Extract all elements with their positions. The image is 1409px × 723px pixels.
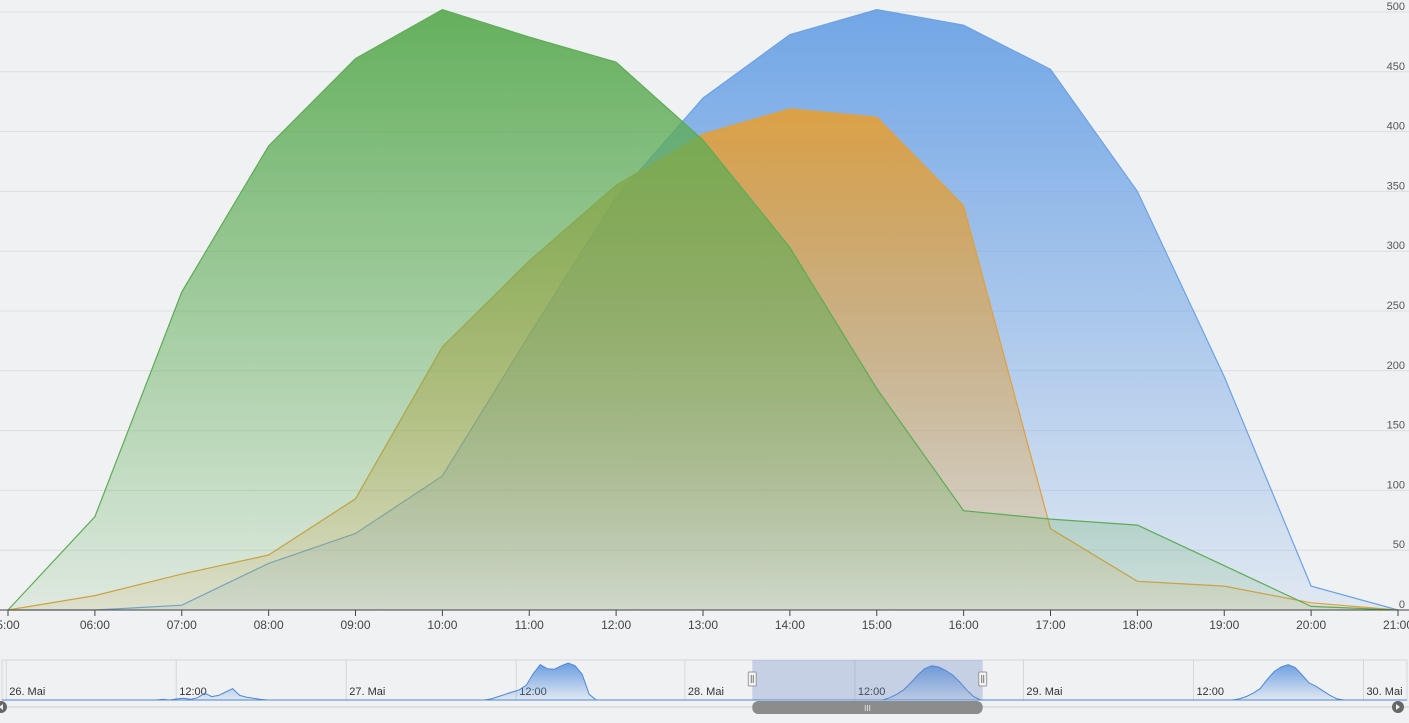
x-tick-label: 16:00 [949, 618, 979, 632]
y-axis: 0 50 100 150 200 250 300 350 400 450 500 [1387, 1, 1405, 611]
x-tick-label: 07:00 [167, 618, 197, 632]
y-tick-label: 500 [1387, 1, 1405, 13]
navigator-date-label: 28. Mai [688, 686, 724, 698]
x-tick-label: 18:00 [1122, 618, 1152, 632]
series-line [7, 8, 1399, 611]
y-tick-label: 50 [1393, 539, 1405, 551]
handle-box[interactable] [747, 671, 757, 687]
chevron-right-icon [1396, 704, 1400, 710]
x-tick-label: 5:00 [0, 618, 20, 632]
x-tick-label: 08:00 [254, 618, 284, 632]
x-tick-label: 10:00 [427, 618, 457, 632]
navigator-date-label: 26. Mai [9, 686, 45, 698]
navigator-date-label: 12:00 [1196, 686, 1224, 698]
x-tick-label: 14:00 [775, 618, 805, 632]
scroll-left-circle[interactable] [0, 701, 7, 713]
scroll-right-button[interactable] [1392, 701, 1404, 713]
x-tick-label: 11:00 [515, 618, 544, 632]
navigator-date-label: 12:00 [858, 686, 886, 698]
scroll-left-button[interactable] [0, 701, 7, 713]
scrollbar-grip: III [864, 704, 871, 713]
y-tick-label: 450 [1387, 61, 1405, 73]
x-tick-label: 13:00 [688, 618, 718, 632]
x-tick-label: 06:00 [80, 618, 110, 632]
navigator-selection[interactable] [752, 660, 983, 700]
navigator-left-handle[interactable] [747, 671, 757, 687]
y-tick-label: 0 [1399, 599, 1405, 611]
x-tick-label: 20:00 [1296, 618, 1326, 632]
handle-box[interactable] [978, 671, 988, 687]
navigator-date-label: 30. Mai [1366, 686, 1402, 698]
navigator[interactable]: 26. Mai 12:00 27. Mai 12:00 28. Mai 12:00 29. … [0, 659, 1409, 714]
x-tick-label: 15:00 [862, 618, 892, 632]
x-tick-label: 09:00 [340, 618, 370, 632]
navigator-date-label: 12:00 [179, 686, 207, 698]
x-tick-label: 12:00 [601, 618, 631, 632]
y-tick-label: 350 [1387, 180, 1405, 192]
y-tick-label: 150 [1387, 420, 1405, 432]
navigator-date-label: 29. Mai [1026, 686, 1062, 698]
y-tick-label: 400 [1387, 121, 1405, 133]
navigator-date-label: 27. Mai [349, 686, 385, 698]
series-area [8, 9, 1398, 611]
y-tick-label: 200 [1387, 360, 1405, 372]
navigator-track [1, 659, 1408, 701]
series-areas [7, 8, 1399, 611]
x-axis: 5:00 06:00 07:00 08:00 09:00 10:00 11:00 12:00 1… [0, 609, 1409, 632]
y-tick-label: 100 [1387, 479, 1405, 491]
x-tick-label: 21:00 [1383, 618, 1409, 632]
x-tick-label: 17:00 [1035, 618, 1065, 632]
navigator-series [2, 662, 1407, 701]
navigator-right-handle[interactable] [978, 671, 988, 687]
y-tick-label: 250 [1387, 300, 1405, 312]
chevron-left-icon [0, 704, 3, 710]
x-tick-label: 19:00 [1209, 618, 1239, 632]
y-tick-label: 300 [1387, 240, 1405, 252]
scrollbar-thumb[interactable] [752, 701, 983, 714]
